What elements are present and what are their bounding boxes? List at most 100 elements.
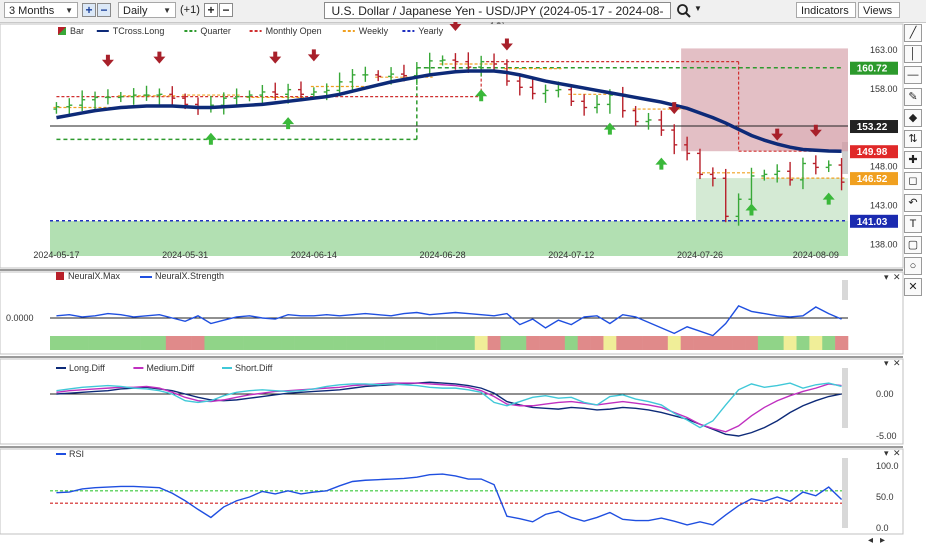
indicators-label: Indicators (801, 5, 849, 17)
diff-tick-label: -5.00 (876, 431, 897, 441)
panel-collapse-icon: ▾ (884, 358, 889, 368)
price-label-box (850, 172, 898, 186)
fill-icon[interactable]: ◆ (904, 108, 922, 127)
sell-arrow-icon (771, 128, 784, 141)
price-bar (117, 91, 124, 103)
horizontal-line-icon[interactable]: — (904, 66, 922, 85)
neuralx-max-bar (307, 336, 321, 350)
offset-plus-button[interactable]: + (204, 3, 218, 17)
date-tick-label: 2024-07-26 (677, 250, 723, 260)
sell-arrow-icon (449, 22, 462, 32)
zoom-out-button[interactable]: − (97, 3, 111, 17)
search-dropdown-icon[interactable]: ▼ (694, 4, 702, 13)
rsi-tick-label: 0.0 (876, 523, 889, 533)
price-bar (426, 52, 433, 75)
diff-legend-entry: Long.Diff (69, 363, 105, 373)
date-tick-label: 2024-06-28 (420, 250, 466, 260)
callout-icon[interactable]: ◻ (904, 172, 922, 191)
pen-icon[interactable]: ✎ (904, 87, 922, 106)
panel-scroll-thumb (842, 368, 848, 428)
buy-arrow-icon (745, 203, 758, 216)
zoom-in-button[interactable]: + (82, 3, 96, 17)
neuralx-max-bar (564, 336, 579, 350)
neuralx-max-bar (500, 336, 514, 350)
minus-icon: − (100, 3, 108, 17)
rsi-legend-entry: RSI (69, 449, 84, 459)
text-icon[interactable]: T (904, 214, 922, 233)
price-bar (529, 77, 536, 100)
offset-minus-button[interactable]: − (219, 3, 233, 17)
sell-arrow-icon (307, 49, 320, 62)
neuralx-max-bar (835, 336, 849, 350)
buy-arrow-icon (655, 157, 668, 170)
neuralx-max-bar (346, 336, 360, 350)
panel-close-icon: ✕ (893, 358, 901, 368)
neuralx-max-bar (603, 336, 617, 350)
price-bar (709, 167, 716, 187)
diff-legend-entry: Short.Diff (235, 363, 273, 373)
circle-icon[interactable]: ○ (904, 257, 922, 276)
neuralx-max-bar (217, 336, 231, 350)
sell-arrow-icon (500, 38, 513, 51)
price-bar (645, 112, 652, 130)
line-tool-icon[interactable]: ╱ (904, 24, 922, 42)
neuralx-max-bar (281, 336, 295, 350)
price-bar (594, 95, 601, 114)
neuralx-max-bar (577, 336, 591, 350)
price-bar (735, 193, 742, 226)
interval-select[interactable]: Daily ▼ (118, 2, 176, 18)
search-icon[interactable] (676, 3, 692, 19)
price-bar (491, 53, 498, 71)
vertical-line-icon[interactable]: │ (904, 45, 922, 64)
rsi-tick-label: 50.0 (876, 492, 894, 502)
scroll-left-icon: ◂ (868, 535, 873, 546)
price-label-box (850, 214, 898, 228)
neuralx-max-bar (822, 336, 836, 350)
neuralx-max-bar (706, 336, 720, 350)
neuralx-max-bar (770, 336, 784, 350)
date-tick-label: 2024-08-09 (793, 250, 839, 260)
price-label: 149.98 (857, 147, 888, 158)
rectangle-icon[interactable]: ▢ (904, 236, 922, 254)
neuralx-max-bar (410, 336, 424, 350)
price-legend-entry: Yearly (418, 26, 443, 36)
price-bar (336, 72, 343, 97)
diff-line-short-diff (56, 382, 842, 429)
panel-collapse-icon: ▾ (884, 448, 889, 458)
sell-arrow-icon (668, 102, 681, 115)
neuralx-max-bar (178, 336, 192, 350)
toolbar: 3 Months ▼ + − Daily ▼ (+1) + − U.S. Dolla… (0, 0, 926, 34)
neuralx-max-bar (732, 336, 746, 350)
price-bar (838, 158, 845, 191)
crosshair-icon[interactable]: ✚ (904, 151, 922, 170)
neuralx-max-bar (255, 336, 270, 350)
price-legend-entry: Weekly (359, 26, 389, 36)
chart-title[interactable]: U.S. Dollar / Japanese Yen - USD/JPY (20… (324, 2, 671, 34)
price-bar (272, 82, 279, 101)
neuralx-max-bar (693, 336, 707, 350)
price-bar (130, 88, 137, 105)
close-icon[interactable]: ✕ (904, 278, 922, 297)
panel-scroll-thumb (842, 280, 848, 300)
price-tick-label: 138.00 (870, 239, 898, 249)
chevron-down-icon: ▼ (65, 6, 73, 15)
price-label: 146.52 (857, 174, 888, 185)
price-bar (568, 84, 575, 106)
price-bar (53, 102, 60, 114)
price-bar (375, 70, 382, 82)
panel-scroll-thumb (842, 458, 848, 528)
neuralx-max-bar (152, 336, 167, 350)
price-tick-label: 143.00 (870, 200, 898, 210)
period-label: 3 Months (9, 5, 55, 17)
indicators-button[interactable]: Indicators▼ (796, 2, 856, 31)
price-label: 153.22 (857, 122, 888, 133)
period-select[interactable]: 3 Months ▼ (4, 2, 78, 18)
views-button[interactable]: Views▼ (858, 2, 900, 31)
neuralx-max-bar (268, 336, 282, 350)
fib-icon[interactable]: ⇅ (904, 130, 922, 148)
neuralx-legend-icon (56, 272, 64, 280)
neuralx-max-bar (745, 336, 759, 350)
price-bar (79, 90, 86, 112)
neuralx-max-bar (642, 336, 656, 350)
curve-icon[interactable]: ↶ (904, 193, 922, 212)
